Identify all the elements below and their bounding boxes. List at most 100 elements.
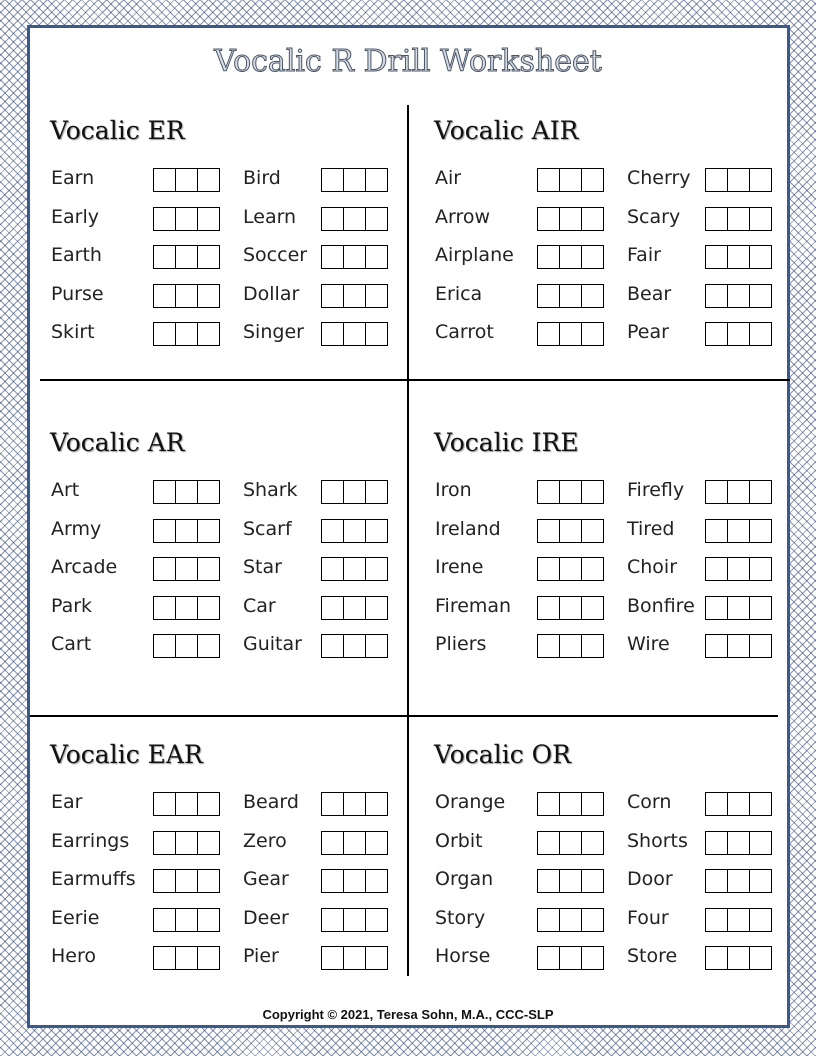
practice-box[interactable] (366, 169, 387, 191)
practice-box[interactable] (538, 832, 560, 854)
practice-box[interactable] (322, 481, 344, 503)
practice-boxes[interactable] (537, 168, 604, 192)
practice-boxes[interactable] (537, 908, 604, 932)
practice-box[interactable] (198, 909, 219, 931)
practice-box[interactable] (198, 947, 219, 969)
practice-box[interactable] (154, 208, 176, 230)
practice-box[interactable] (560, 208, 582, 230)
practice-box[interactable] (176, 597, 198, 619)
practice-box[interactable] (728, 285, 750, 307)
practice-box[interactable] (728, 793, 750, 815)
practice-box[interactable] (154, 285, 176, 307)
practice-boxes[interactable] (153, 207, 220, 231)
practice-box[interactable] (560, 832, 582, 854)
practice-box[interactable] (538, 870, 560, 892)
practice-boxes[interactable] (153, 168, 220, 192)
practice-box[interactable] (728, 208, 750, 230)
practice-boxes[interactable] (153, 557, 220, 581)
practice-box[interactable] (322, 520, 344, 542)
practice-box[interactable] (750, 909, 771, 931)
practice-boxes[interactable] (537, 869, 604, 893)
practice-boxes[interactable] (321, 284, 388, 308)
practice-boxes[interactable] (537, 831, 604, 855)
practice-box[interactable] (366, 285, 387, 307)
practice-box[interactable] (538, 208, 560, 230)
practice-box[interactable] (198, 323, 219, 345)
practice-box[interactable] (176, 323, 198, 345)
practice-box[interactable] (582, 481, 603, 503)
practice-box[interactable] (706, 870, 728, 892)
practice-box[interactable] (198, 246, 219, 268)
practice-box[interactable] (366, 520, 387, 542)
practice-box[interactable] (176, 870, 198, 892)
practice-box[interactable] (728, 635, 750, 657)
practice-box[interactable] (750, 285, 771, 307)
practice-box[interactable] (366, 909, 387, 931)
practice-box[interactable] (750, 481, 771, 503)
practice-box[interactable] (728, 323, 750, 345)
practice-box[interactable] (560, 597, 582, 619)
practice-box[interactable] (706, 520, 728, 542)
practice-box[interactable] (706, 285, 728, 307)
practice-box[interactable] (154, 635, 176, 657)
practice-box[interactable] (344, 870, 366, 892)
practice-box[interactable] (154, 793, 176, 815)
practice-box[interactable] (322, 323, 344, 345)
practice-box[interactable] (344, 597, 366, 619)
practice-box[interactable] (344, 246, 366, 268)
practice-box[interactable] (582, 635, 603, 657)
practice-boxes[interactable] (705, 908, 772, 932)
practice-box[interactable] (560, 909, 582, 931)
practice-boxes[interactable] (705, 634, 772, 658)
practice-boxes[interactable] (321, 557, 388, 581)
practice-box[interactable] (706, 481, 728, 503)
practice-boxes[interactable] (321, 831, 388, 855)
practice-boxes[interactable] (705, 245, 772, 269)
practice-box[interactable] (344, 635, 366, 657)
practice-box[interactable] (560, 246, 582, 268)
practice-box[interactable] (366, 832, 387, 854)
practice-box[interactable] (154, 947, 176, 969)
practice-boxes[interactable] (321, 792, 388, 816)
practice-box[interactable] (706, 169, 728, 191)
practice-box[interactable] (706, 947, 728, 969)
practice-box[interactable] (582, 558, 603, 580)
practice-box[interactable] (176, 635, 198, 657)
practice-box[interactable] (198, 793, 219, 815)
practice-box[interactable] (706, 558, 728, 580)
practice-boxes[interactable] (321, 596, 388, 620)
practice-box[interactable] (750, 793, 771, 815)
practice-box[interactable] (706, 832, 728, 854)
practice-box[interactable] (322, 947, 344, 969)
practice-boxes[interactable] (705, 831, 772, 855)
practice-box[interactable] (582, 520, 603, 542)
practice-box[interactable] (582, 947, 603, 969)
practice-box[interactable] (538, 285, 560, 307)
practice-box[interactable] (560, 870, 582, 892)
practice-box[interactable] (750, 208, 771, 230)
practice-boxes[interactable] (153, 908, 220, 932)
practice-boxes[interactable] (321, 634, 388, 658)
practice-box[interactable] (322, 246, 344, 268)
practice-boxes[interactable] (537, 634, 604, 658)
practice-boxes[interactable] (705, 480, 772, 504)
practice-box[interactable] (176, 246, 198, 268)
practice-boxes[interactable] (321, 869, 388, 893)
practice-box[interactable] (176, 793, 198, 815)
practice-box[interactable] (344, 285, 366, 307)
practice-boxes[interactable] (537, 207, 604, 231)
practice-box[interactable] (538, 947, 560, 969)
practice-box[interactable] (154, 597, 176, 619)
practice-box[interactable] (322, 909, 344, 931)
practice-box[interactable] (538, 323, 560, 345)
practice-boxes[interactable] (537, 557, 604, 581)
practice-boxes[interactable] (153, 284, 220, 308)
practice-box[interactable] (728, 832, 750, 854)
practice-box[interactable] (344, 208, 366, 230)
practice-box[interactable] (582, 246, 603, 268)
practice-box[interactable] (366, 635, 387, 657)
practice-box[interactable] (582, 870, 603, 892)
practice-box[interactable] (750, 947, 771, 969)
practice-box[interactable] (322, 870, 344, 892)
practice-box[interactable] (198, 285, 219, 307)
